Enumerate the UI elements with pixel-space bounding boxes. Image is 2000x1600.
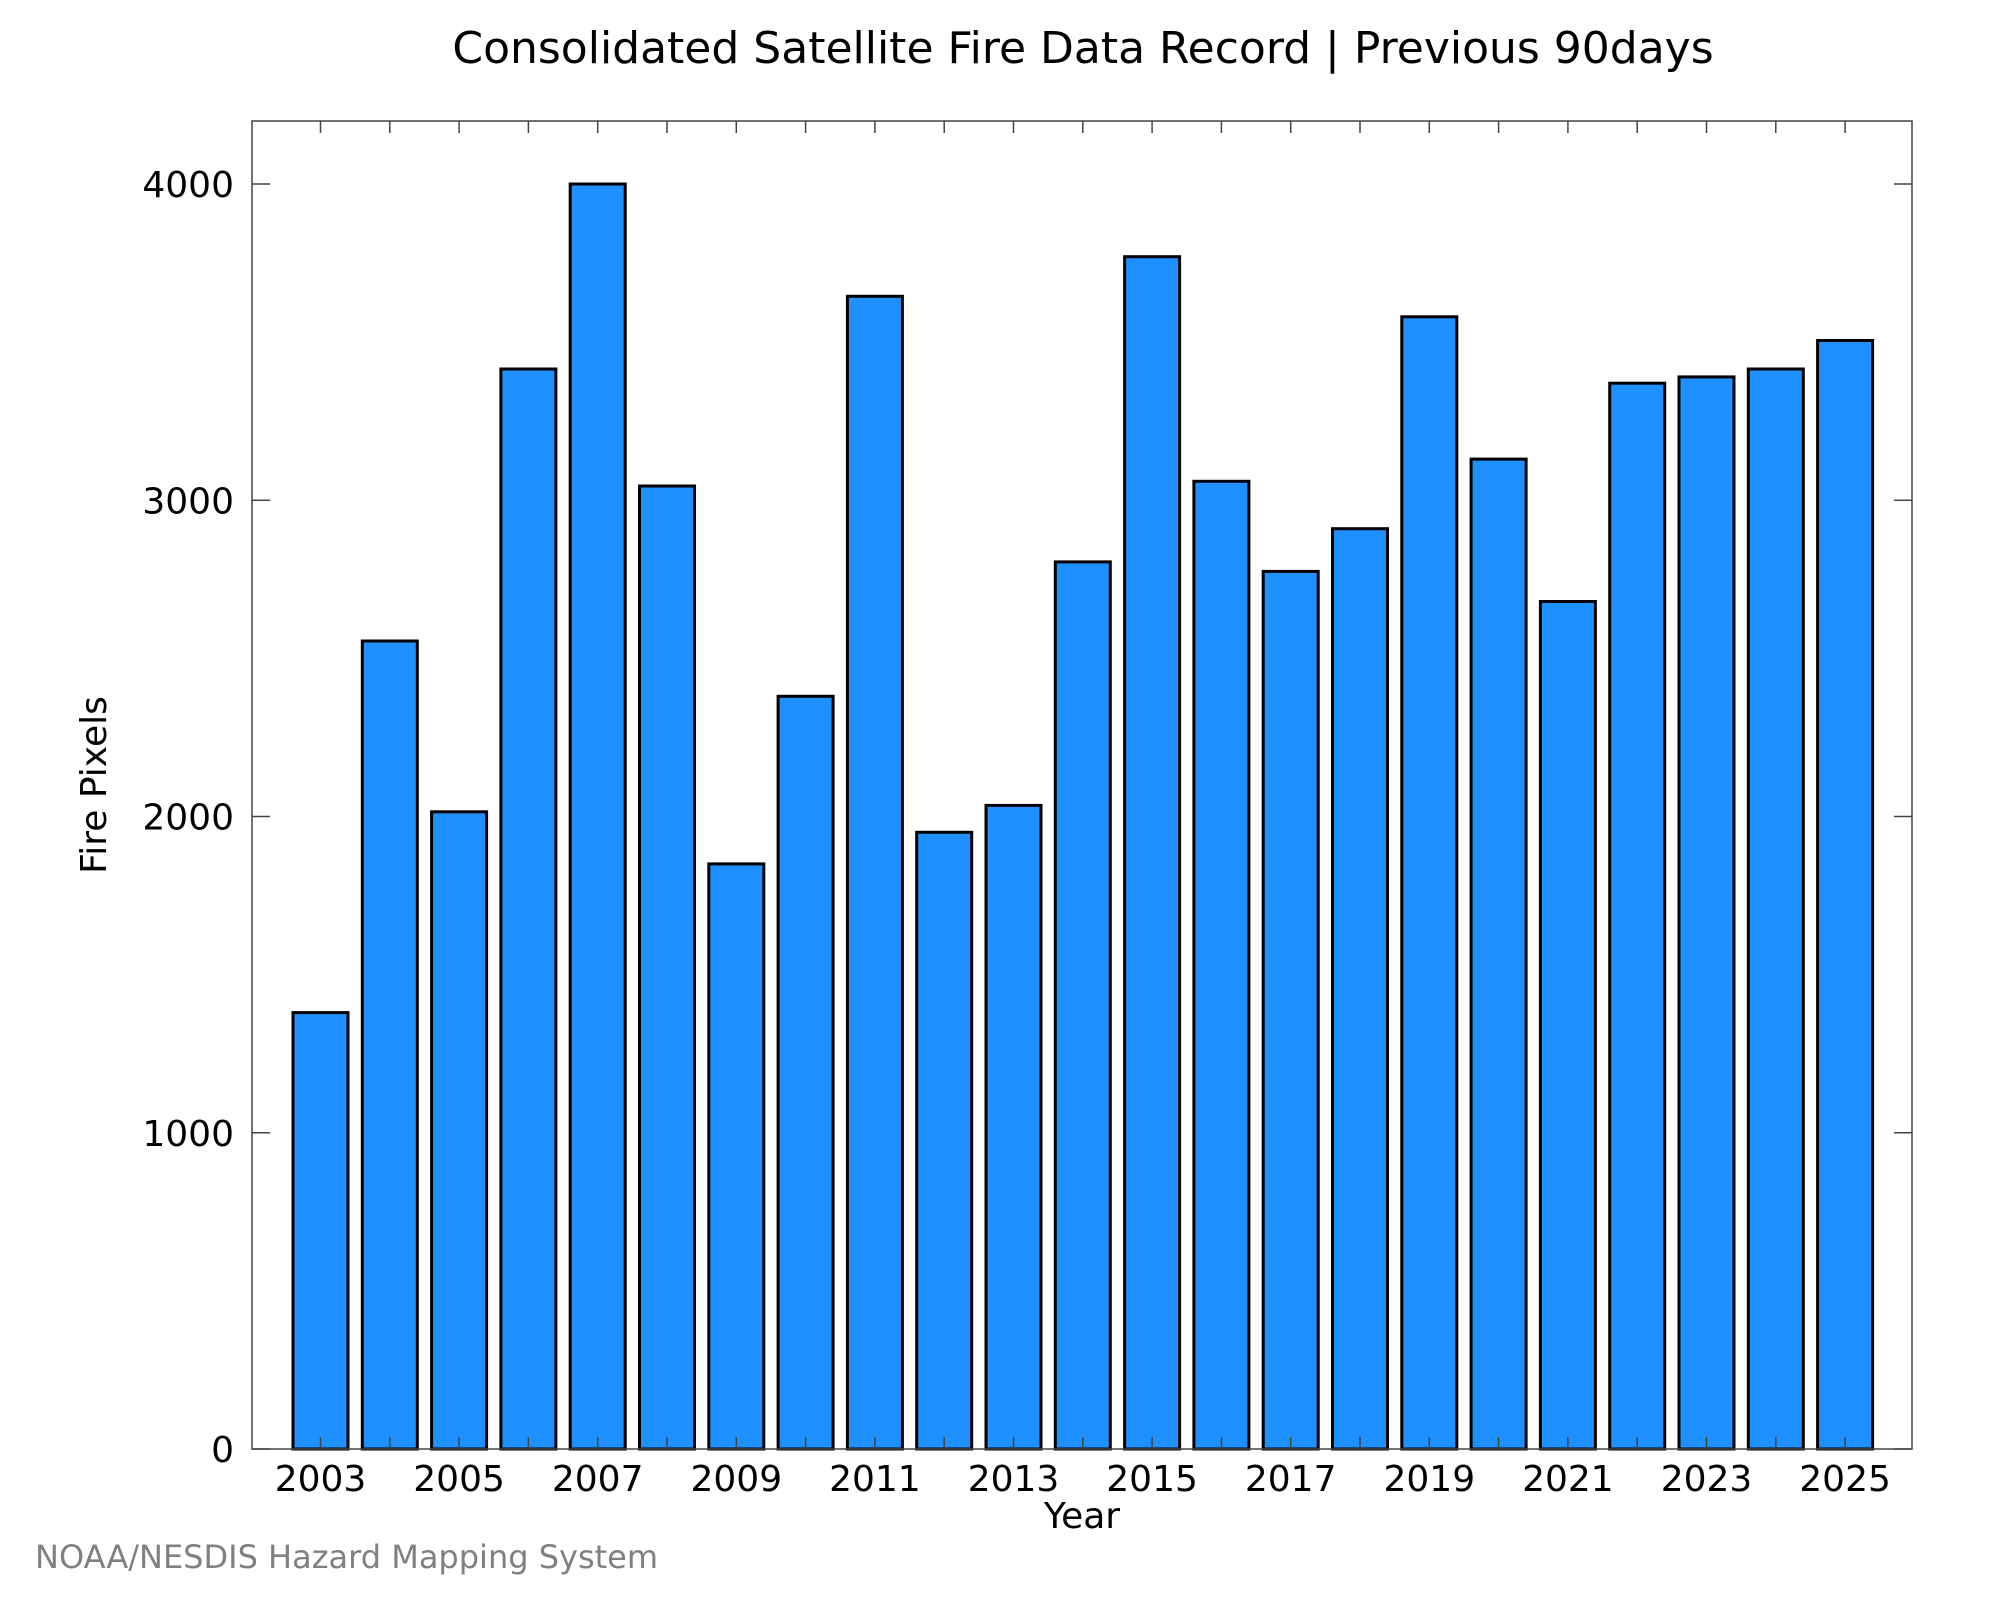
x-tick-label-2011: 2011: [829, 1459, 921, 1500]
bar-2020: [1469, 457, 1528, 1451]
bar-2024: [1746, 367, 1805, 1451]
x-axis-label: Year: [1043, 1496, 1120, 1537]
bar-2014: [1053, 560, 1112, 1451]
y-tick-label-2000: 2000: [142, 798, 234, 839]
y-tick-label-3000: 3000: [142, 481, 234, 522]
y-tick-label-4000: 4000: [142, 165, 234, 206]
x-tick-label-2017: 2017: [1245, 1459, 1337, 1500]
x-tick-label-2009: 2009: [690, 1459, 782, 1500]
bar-2010: [776, 694, 835, 1451]
x-tick-label-2015: 2015: [1106, 1459, 1198, 1500]
x-tick-label-2003: 2003: [275, 1459, 367, 1500]
bar-2016: [1192, 479, 1251, 1451]
bar-2022: [1608, 381, 1667, 1451]
chart-title: Consolidated Satellite Fire Data Record …: [452, 23, 1713, 74]
bar-2023: [1677, 375, 1736, 1451]
bar-group: [291, 182, 1875, 1451]
bar-2015: [1123, 255, 1182, 1451]
bar-2006: [499, 367, 558, 1451]
bar-2019: [1400, 315, 1459, 1451]
x-tick-label-2007: 2007: [552, 1459, 644, 1500]
bar-2007: [568, 182, 627, 1451]
bar-2004: [360, 639, 419, 1451]
y-axis: 0 1000 2000 3000 4000: [142, 165, 1912, 1471]
x-tick-label-2021: 2021: [1522, 1459, 1614, 1500]
bar-2025: [1816, 339, 1875, 1451]
y-tick-label-0: 0: [211, 1430, 234, 1471]
bar-2009: [707, 862, 766, 1451]
bar-2012: [915, 830, 974, 1451]
bar-2005: [430, 810, 489, 1451]
x-tick-label-2005: 2005: [413, 1459, 505, 1500]
bar-2021: [1538, 600, 1597, 1451]
bar-2008: [638, 484, 696, 1451]
bar-2018: [1331, 527, 1389, 1451]
bar-2017: [1261, 569, 1320, 1451]
x-tick-label-2025: 2025: [1799, 1459, 1891, 1500]
bar-2011: [845, 294, 904, 1451]
bar-2003: [291, 1011, 350, 1451]
x-tick-label-2013: 2013: [968, 1459, 1060, 1500]
x-axis: 2003 2005 2007 2009 2011 2013 2015 2017 2019 2021…: [275, 121, 1891, 1500]
x-tick-label-2019: 2019: [1383, 1459, 1475, 1500]
y-axis-label: Fire Pixels: [74, 696, 115, 874]
bar-2013: [984, 803, 1043, 1451]
credit-text: NOAA/NESDIS Hazard Mapping System: [35, 1538, 659, 1576]
plot-frame: [251, 120, 1913, 1450]
x-tick-label-2023: 2023: [1661, 1459, 1753, 1500]
y-tick-label-1000: 1000: [142, 1114, 234, 1155]
